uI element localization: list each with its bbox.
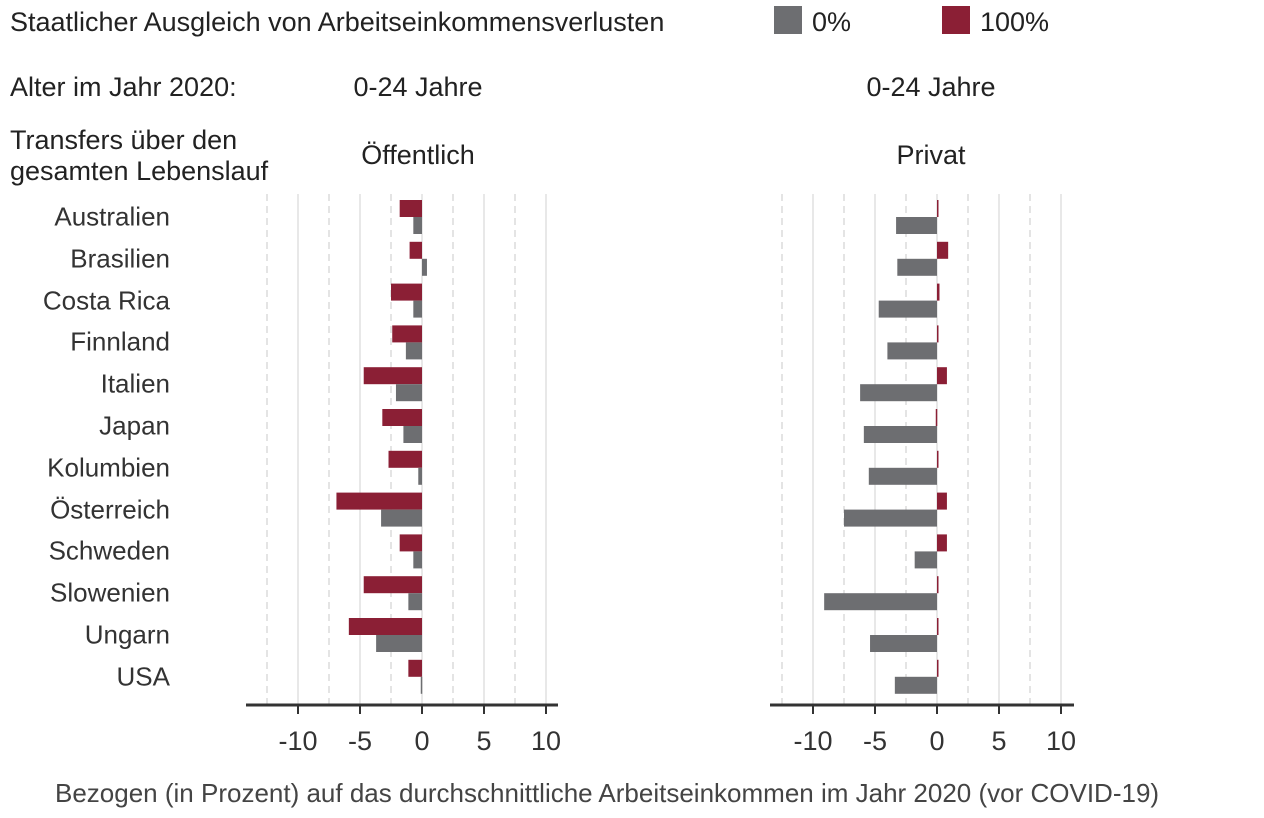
- x-tick-label: -5: [348, 726, 372, 756]
- x-tick-label: 5: [991, 726, 1006, 756]
- category-label: USA: [116, 661, 170, 692]
- category-label: Österreich: [50, 494, 170, 525]
- bar-0pct: [870, 635, 937, 652]
- bar-0pct: [887, 342, 937, 360]
- x-tick-label: -5: [863, 726, 887, 756]
- bar-100pct: [937, 659, 939, 677]
- bar-100pct: [937, 325, 939, 343]
- panel-public-age: 0-24 Jahre: [353, 72, 483, 102]
- x-tick-label: 10: [531, 726, 561, 756]
- bar-100pct: [392, 325, 422, 343]
- category-label: Italien: [100, 368, 170, 399]
- panel-private: -10 -5 0 5 10: [770, 194, 1076, 756]
- bar-0pct: [914, 551, 937, 569]
- bar-100pct: [382, 409, 422, 426]
- bar-100pct: [937, 367, 947, 385]
- category-label: Ungarn: [84, 619, 170, 650]
- bar-100pct: [363, 367, 422, 385]
- bar-100pct: [937, 576, 939, 594]
- bar-0pct: [868, 467, 937, 485]
- bar-0pct: [860, 384, 937, 402]
- bar-100pct: [409, 241, 422, 259]
- bar-0pct: [420, 676, 423, 694]
- category-label: Kolumbien: [47, 452, 170, 483]
- bar-100pct: [937, 283, 940, 301]
- bar-0pct: [418, 467, 422, 485]
- bar-0pct: [878, 300, 937, 318]
- category-label: Japan: [99, 410, 170, 441]
- x-tick-label: -10: [793, 726, 832, 756]
- panel-public: -10 -5 0 5 10: [246, 194, 561, 756]
- category-label: Finnland: [70, 326, 170, 357]
- age-label: Alter im Jahr 2020:: [10, 72, 237, 102]
- bar-100pct: [399, 200, 422, 217]
- bar-100pct: [348, 618, 422, 635]
- legend-swatch-0pct: [774, 6, 802, 34]
- bar-100pct: [391, 283, 422, 301]
- bar-0pct: [896, 217, 937, 234]
- panel-private-age: 0-24 Jahre: [866, 72, 996, 102]
- bar-0pct: [413, 217, 422, 234]
- bar-0pct: [395, 384, 422, 402]
- x-tick-label: -10: [278, 726, 317, 756]
- legend-title: Staatlicher Ausgleich von Arbeitseinkomm…: [10, 7, 665, 37]
- panel-private-title: Privat: [896, 140, 966, 170]
- footer-note: Bezogen (in Prozent) auf das durchschnit…: [55, 778, 1160, 808]
- bar-100pct: [937, 450, 939, 468]
- category-label: Australien: [54, 201, 170, 232]
- bar-0pct: [422, 258, 427, 276]
- x-tick-label: 5: [476, 726, 491, 756]
- transfers-label: Transfers über den gesamten Lebenslauf: [10, 125, 269, 186]
- bar-0pct: [405, 342, 422, 360]
- legend-swatch-100pct: [942, 6, 970, 34]
- legend-label-0pct: 0%: [812, 7, 852, 37]
- bar-100pct: [935, 409, 938, 426]
- bar-0pct: [897, 258, 937, 276]
- bar-0pct: [376, 635, 422, 652]
- bar-100pct: [937, 200, 939, 217]
- bar-0pct: [863, 426, 937, 443]
- category-label: Brasilien: [70, 243, 170, 274]
- category-label: Slowenien: [50, 577, 170, 608]
- bar-0pct: [413, 300, 422, 318]
- bar-0pct: [824, 593, 937, 611]
- bar-0pct: [844, 509, 937, 527]
- bar-100pct: [336, 492, 422, 510]
- bar-0pct: [894, 676, 937, 694]
- bar-100pct: [363, 576, 422, 594]
- bar-100pct: [937, 492, 947, 510]
- bar-0pct: [408, 593, 422, 611]
- bar-100pct: [937, 618, 939, 635]
- bar-0pct: [381, 509, 422, 527]
- bar-100pct: [408, 659, 422, 677]
- category-label: Schweden: [48, 535, 170, 566]
- x-tick-label: 0: [929, 726, 944, 756]
- bar-100pct: [937, 534, 947, 552]
- bar-0pct: [413, 551, 422, 569]
- bar-100pct: [388, 450, 422, 468]
- x-tick-label: 0: [414, 726, 429, 756]
- legend-label-100pct: 100%: [980, 7, 1050, 37]
- x-tick-label: 10: [1046, 726, 1076, 756]
- bar-0pct: [403, 426, 422, 443]
- panel-public-title: Öffentlich: [361, 140, 475, 170]
- category-label: Costa Rica: [42, 285, 170, 316]
- bar-100pct: [937, 241, 949, 259]
- bar-100pct: [399, 534, 422, 552]
